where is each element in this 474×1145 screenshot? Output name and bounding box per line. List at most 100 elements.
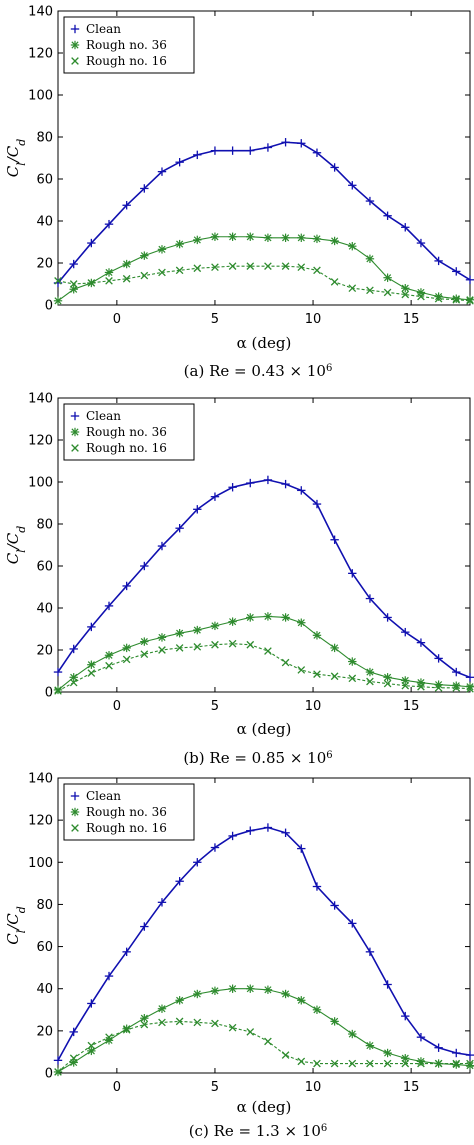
data-point-b-2-16	[330, 672, 339, 681]
legend-box-c	[63, 783, 195, 841]
data-point-a-1-1	[69, 285, 78, 294]
data-point-c-0-9	[210, 843, 220, 852]
x-tick-label-c-3: 15	[403, 1080, 420, 1095]
data-point-c-0-15	[312, 882, 322, 891]
data-point-c-2-8	[193, 1018, 202, 1027]
data-point-b-1-18	[365, 667, 375, 677]
data-point-a-1-17	[348, 242, 357, 251]
y-tick-label-a-5: 100	[28, 89, 53, 104]
data-point-b-2-1	[69, 678, 78, 687]
y-tick-label-c-6: 120	[28, 814, 53, 829]
legend-box-b	[63, 403, 195, 461]
data-point-c-1-12	[263, 985, 273, 994]
data-point-b-0-16	[330, 535, 339, 544]
data-point-b-1-3	[104, 651, 114, 660]
y-tick-label-a-0: 0	[45, 299, 53, 314]
legend-label-a-0: Clean	[86, 22, 121, 36]
data-point-a-1-6	[157, 245, 167, 254]
data-point-c-0-11	[246, 826, 255, 835]
data-point-b-1-2	[87, 660, 96, 669]
x-tick-label-a-0: 0	[113, 312, 121, 327]
plot-frame-c	[57, 777, 471, 1074]
plot-frame-a	[57, 10, 471, 306]
data-point-c-0-21	[416, 1032, 426, 1042]
data-point-a-0-2	[87, 238, 96, 248]
data-point-b-1-11	[246, 613, 255, 622]
data-point-c-2-10	[228, 1023, 237, 1032]
data-point-a-2-14	[297, 263, 306, 272]
data-point-b-0-6	[157, 541, 167, 551]
data-point-c-2-15	[313, 1059, 321, 1068]
data-point-a-2-3	[105, 277, 113, 285]
data-point-a-2-22	[434, 294, 443, 303]
series-a-1	[53, 232, 474, 305]
data-point-b-2-24	[466, 685, 474, 693]
data-point-a-0-24	[465, 275, 474, 284]
data-point-a-0-6	[157, 167, 167, 176]
data-point-a-0-7	[175, 158, 184, 167]
data-point-a-2-23	[452, 295, 461, 304]
chart-a-svg: 0 5 10 15 0 20 40 60 80 100 120 140 Cl/Cd α (deg) (a) …	[4, 5, 474, 380]
data-point-b-2-8	[193, 643, 202, 651]
x-tick-label-a-3: 15	[403, 312, 420, 327]
x-tick-label-b-1: 5	[211, 699, 219, 714]
chart-b-svg: 0 5 10 15 0 20 40 60 80 100 120 140 Cl/Cd α (deg) (b) …	[4, 392, 474, 765]
data-point-c-0-7	[175, 877, 184, 886]
caption-b: (b) Re = 0.85 × 106	[183, 749, 332, 765]
plot-frame-b	[57, 397, 471, 693]
y-tick-label-a-3: 60	[36, 173, 53, 188]
chart-panel-a: 0 5 10 15 0 20 40 60 80 100 120 140 Cl/Cd α (deg) (a) …	[0, 0, 474, 380]
y-tick-label-c-4: 80	[36, 898, 53, 913]
data-point-a-0-8	[193, 150, 202, 160]
data-point-a-2-11	[246, 262, 255, 270]
series-line-c-1	[58, 988, 470, 1073]
data-point-a-0-14	[297, 139, 306, 148]
data-point-b-1-19	[383, 673, 392, 682]
legend-marker-c-1	[70, 807, 80, 817]
data-point-c-1-18	[365, 1041, 375, 1050]
data-point-a-0-17	[348, 181, 357, 190]
data-point-c-1-2	[87, 1046, 96, 1056]
data-point-b-0-4	[122, 581, 131, 591]
y-axis-label-c: Cl/Cd	[4, 906, 28, 945]
y-tick-label-b-7: 140	[28, 392, 53, 407]
data-point-a-1-18	[365, 254, 375, 263]
data-point-c-2-23	[452, 1059, 461, 1068]
data-point-a-1-13	[281, 233, 290, 242]
data-point-a-2-1	[69, 280, 78, 288]
data-point-c-1-13	[281, 989, 290, 999]
data-point-c-2-7	[175, 1017, 184, 1026]
data-point-c-2-12	[264, 1037, 272, 1046]
data-point-c-2-4	[122, 1025, 131, 1034]
data-point-c-1-10	[228, 984, 237, 993]
data-point-c-0-10	[228, 831, 237, 841]
data-point-c-0-0	[53, 1056, 63, 1065]
series-line-b-0	[58, 479, 470, 679]
data-point-b-2-23	[452, 683, 461, 692]
legend-c: Clean Rough no. 36 Rough no. 16	[63, 783, 195, 841]
data-point-b-0-20	[401, 627, 410, 637]
data-point-b-0-5	[140, 561, 149, 571]
data-point-b-2-10	[228, 639, 237, 648]
data-point-b-1-20	[401, 676, 410, 685]
data-point-a-1-9	[210, 232, 220, 241]
data-point-c-0-4	[122, 947, 131, 957]
data-point-b-2-17	[348, 674, 357, 683]
data-point-b-0-2	[87, 622, 96, 632]
data-point-a-1-23	[452, 294, 461, 303]
data-point-c-0-13	[281, 828, 290, 837]
data-point-a-0-1	[69, 259, 78, 269]
data-point-b-2-15	[313, 670, 321, 678]
data-point-a-1-16	[330, 236, 339, 246]
data-point-c-1-1	[69, 1058, 78, 1067]
data-point-a-2-6	[158, 268, 166, 277]
data-point-c-0-1	[69, 1027, 78, 1037]
data-point-a-2-2	[87, 279, 96, 287]
data-point-a-2-16	[330, 278, 339, 286]
data-point-c-0-2	[87, 999, 96, 1008]
data-point-a-0-12	[263, 143, 273, 152]
data-point-a-2-13	[281, 262, 290, 270]
x-tick-label-a-1: 5	[211, 312, 219, 327]
y-axis-label-a: Cl/Cd	[4, 139, 28, 178]
data-point-c-0-20	[401, 1011, 410, 1021]
